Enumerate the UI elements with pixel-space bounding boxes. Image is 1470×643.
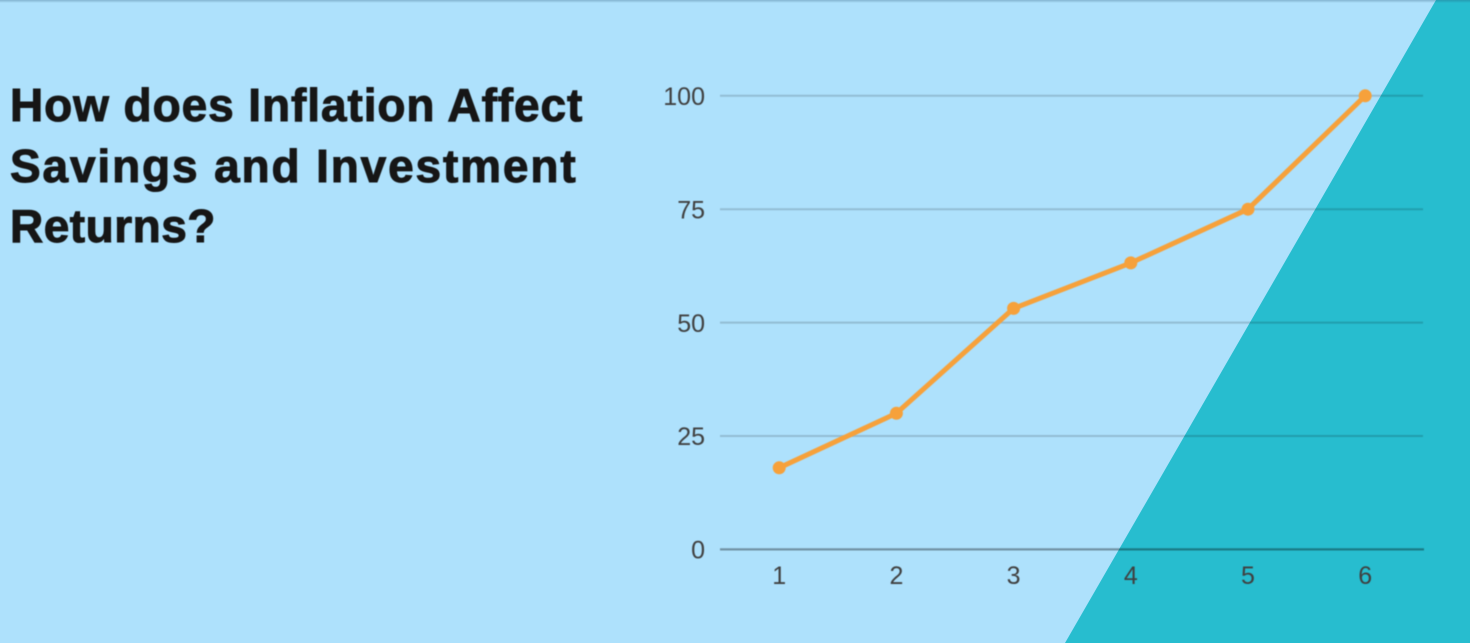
svg-text:25: 25 xyxy=(677,423,705,451)
svg-text:3: 3 xyxy=(1007,562,1021,590)
svg-text:6: 6 xyxy=(1358,562,1372,590)
svg-text:4: 4 xyxy=(1124,562,1138,590)
svg-text:1: 1 xyxy=(772,562,786,590)
svg-text:0: 0 xyxy=(691,537,705,565)
svg-text:50: 50 xyxy=(677,310,705,338)
svg-text:75: 75 xyxy=(677,196,705,224)
svg-text:2: 2 xyxy=(889,562,903,590)
svg-text:100: 100 xyxy=(663,83,705,111)
svg-text:5: 5 xyxy=(1241,562,1255,590)
